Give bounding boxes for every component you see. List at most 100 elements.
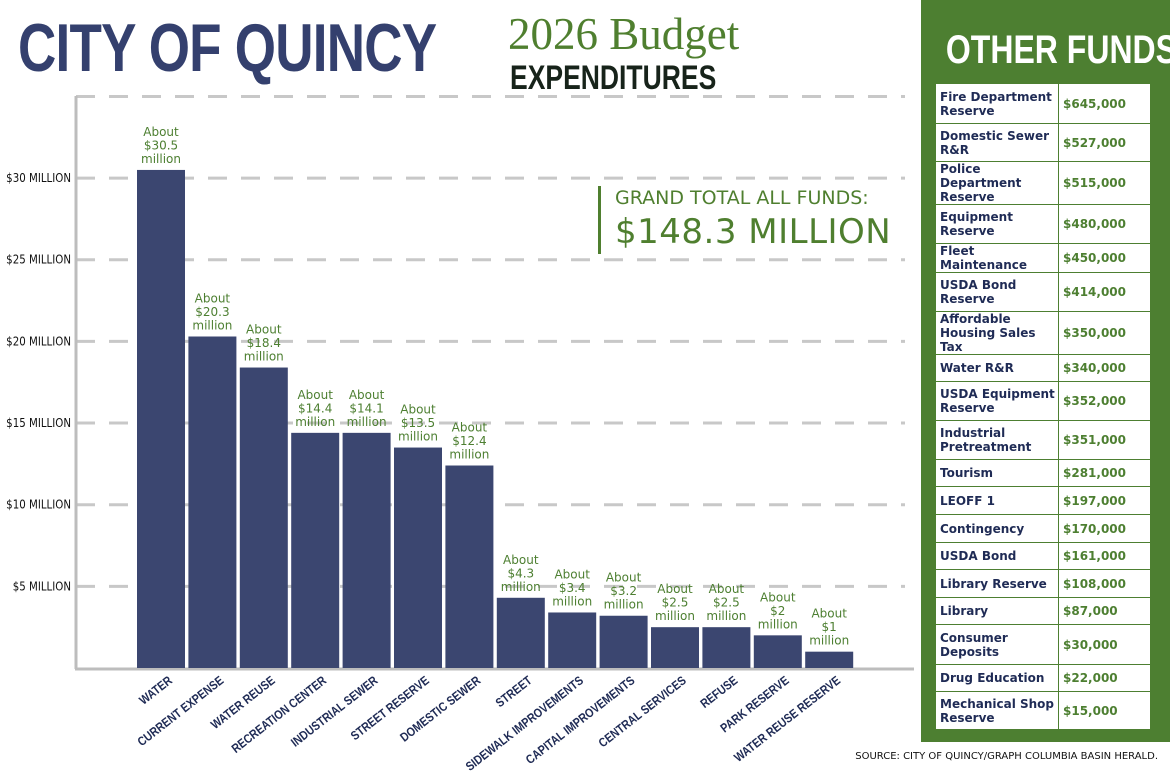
bar-data-label: million: [758, 617, 798, 631]
fund-name: USDA Bond Reserve: [935, 272, 1059, 312]
fund-amount: $645,000: [1058, 83, 1151, 124]
bar-data-label: About: [143, 125, 179, 139]
x-category-label: CENTRAL SERVICES: [596, 673, 689, 750]
fund-row: Contingency $170,000: [935, 514, 1151, 543]
bar-data-label: $14.1: [349, 401, 383, 415]
bar: [137, 169, 185, 668]
fund-row: USDA Bond $161,000: [935, 542, 1151, 570]
fund-row: LEOFF 1 $197,000: [935, 486, 1151, 515]
fund-amount: $352,000: [1058, 381, 1151, 421]
fund-amount: $22,000: [1058, 664, 1151, 692]
fund-amount: $527,000: [1058, 123, 1151, 162]
bar-data-label: About: [297, 388, 333, 402]
expenditures-bar-chart: $5 MILLION $10 MILLION $15 MILLION $20 MILL…: [6, 94, 914, 774]
fund-amount: $161,000: [1058, 542, 1151, 570]
fund-amount: $87,000: [1058, 597, 1151, 625]
fund-row: USDA Equipment Reserve $352,000: [935, 381, 1151, 421]
y-tick-label: $10 MILLION: [6, 497, 71, 512]
y-tick-label: $5 MILLION: [13, 578, 71, 593]
x-category-label: RECREATION CENTER: [229, 673, 330, 756]
bar: [753, 635, 802, 668]
fund-row: Library $87,000: [935, 597, 1151, 625]
fund-amount: $450,000: [1058, 243, 1151, 273]
bar-data-label: $18.4: [247, 336, 281, 350]
bar-data-label: million: [449, 448, 489, 462]
bar-data-label: About: [709, 582, 745, 596]
bar-data-label: $3.2: [610, 584, 637, 598]
bar: [445, 465, 494, 668]
fund-row: Fleet Maintenance $450,000: [935, 243, 1151, 273]
fund-row: Drug Education $22,000: [935, 664, 1151, 692]
bar: [291, 432, 340, 668]
bar-data-label: million: [552, 594, 592, 608]
bar: [651, 627, 699, 668]
fund-name: Library Reserve: [935, 569, 1059, 598]
fund-row: Industrial Pretreatment $351,000: [935, 420, 1151, 460]
fund-amount: $515,000: [1058, 161, 1151, 205]
fund-name: Contingency: [935, 514, 1059, 543]
fund-row: USDA Bond Reserve $414,000: [935, 272, 1151, 312]
fund-row: Affordable Housing Sales Tax $350,000: [935, 311, 1151, 355]
x-category-label: STREET: [493, 674, 535, 711]
fund-amount: $350,000: [1058, 311, 1151, 355]
fund-amount: $197,000: [1058, 486, 1151, 515]
bar-data-label: About: [657, 582, 693, 596]
fund-name: Affordable Housing Sales Tax: [935, 311, 1059, 355]
fund-name: Mechanical Shop Reserve: [935, 691, 1059, 730]
bar-data-label: About: [503, 553, 539, 567]
bar-data-label: About: [452, 421, 488, 435]
bar: [548, 612, 597, 668]
fund-row: Tourism $281,000: [935, 459, 1151, 487]
bar-data-label: million: [604, 598, 644, 612]
fund-row: Library Reserve $108,000: [935, 569, 1151, 598]
fund-row: Consumer Deposits $30,000: [935, 624, 1151, 665]
bar-data-label: $13.5: [401, 416, 435, 430]
fund-amount: $281,000: [1058, 459, 1151, 487]
bar-series: [137, 169, 854, 668]
other-funds-panel: OTHER FUNDS Fire Department Reserve $645,…: [921, 0, 1170, 742]
bar-data-label: million: [347, 415, 387, 429]
bar-data-label: million: [809, 634, 849, 648]
bar: [239, 367, 288, 668]
bar-data-label: $12.4: [452, 434, 486, 448]
y-axis-ticks: $5 MILLION $10 MILLION $15 MILLION $20 MILL…: [6, 170, 71, 594]
bar-data-label: About: [246, 323, 282, 337]
bar-data-label: million: [141, 152, 181, 166]
bar-data-label: million: [655, 609, 695, 623]
fund-amount: $15,000: [1058, 691, 1151, 730]
fund-name: Fire Department Reserve: [935, 83, 1059, 124]
y-tick-label: $20 MILLION: [6, 333, 71, 348]
fund-row: Police Department Reserve $515,000: [935, 161, 1151, 205]
bar-data-label: million: [398, 430, 438, 444]
fund-name: USDA Equipment Reserve: [935, 381, 1059, 421]
bar-data-label: $4.3: [507, 566, 534, 580]
grand-total-value: $148.3 MILLION: [615, 212, 892, 252]
fund-name: Industrial Pretreatment: [935, 420, 1059, 460]
fund-amount: $108,000: [1058, 569, 1151, 598]
source-credit: SOURCE: CITY OF QUINCY/GRAPH COLUMBIA BA…: [855, 751, 1158, 762]
fund-name: Equipment Reserve: [935, 204, 1059, 244]
fund-row: Fire Department Reserve $645,000: [935, 83, 1151, 124]
bar-data-label: $2.5: [662, 596, 689, 610]
fund-name: USDA Bond: [935, 542, 1059, 570]
y-tick-label: $30 MILLION: [6, 170, 71, 185]
bar-data-label: About: [811, 607, 847, 621]
bar: [188, 336, 237, 668]
fund-name: LEOFF 1: [935, 486, 1059, 515]
fund-name: Domestic Sewer R&R: [935, 123, 1059, 162]
x-category-label: REFUSE: [698, 673, 741, 711]
budget-year-title: 2026 Budget: [508, 9, 740, 59]
bar-data-label: million: [706, 609, 746, 623]
grand-total-callout: GRAND TOTAL ALL FUNDS: $148.3 MILLION: [598, 186, 891, 254]
bar-data-label: $1: [822, 620, 837, 634]
grand-total-label: GRAND TOTAL ALL FUNDS:: [615, 187, 869, 209]
fund-name: Tourism: [935, 459, 1059, 487]
bar-data-label: $3.4: [559, 581, 586, 595]
bar-data-label: $14.4: [298, 401, 332, 415]
bar: [342, 432, 391, 668]
other-funds-title: OTHER FUNDS: [945, 28, 1170, 72]
bar: [496, 597, 545, 668]
chart-axes: [74, 96, 914, 671]
page-title: CITY OF QUINCY: [18, 10, 437, 86]
bar-data-label: million: [244, 350, 284, 364]
